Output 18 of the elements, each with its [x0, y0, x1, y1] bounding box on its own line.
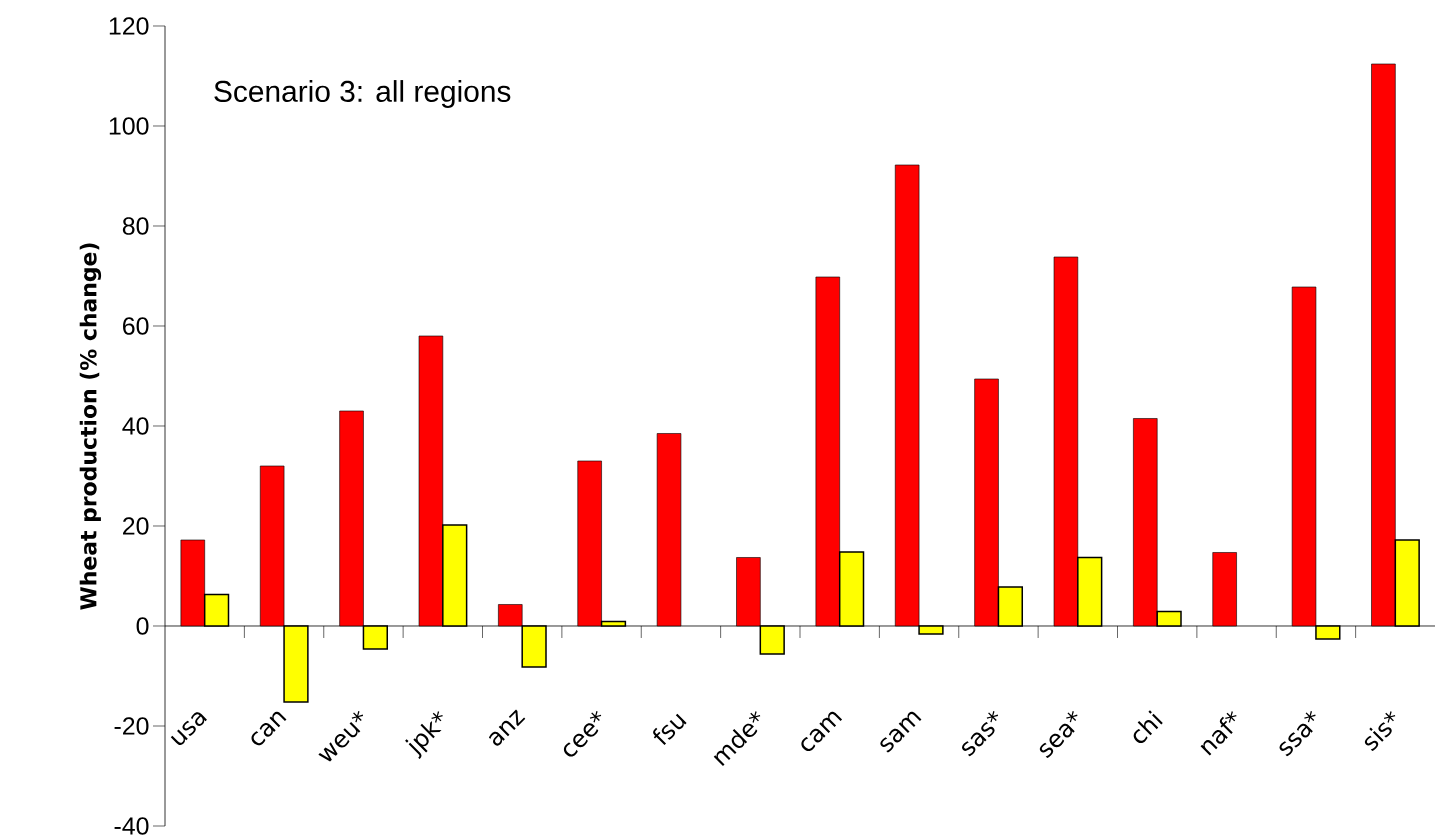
- y-tick-label: 0: [136, 617, 149, 635]
- y-axis-title: Wheat production (% change): [79, 243, 102, 610]
- x-tick-label: anz: [488, 709, 526, 746]
- y-tick-label: -20: [114, 717, 149, 735]
- y-tick-label: 120: [109, 17, 149, 35]
- y-tick-label: 40: [122, 417, 149, 435]
- x-tick-label: fsu: [653, 713, 687, 746]
- y-tick-label: -40: [114, 817, 149, 835]
- y-tick-label: 80: [122, 217, 149, 235]
- x-tick-label: usa: [170, 712, 207, 745]
- text: Scenario 3: all regions: [214, 80, 511, 108]
- x-tick-label: chi: [1133, 710, 1163, 743]
- x-tick-label: sis*: [1364, 711, 1396, 751]
- x-tick-label: cam: [801, 711, 843, 752]
- y-tick-label: 60: [123, 317, 149, 335]
- y-tick-label: 20: [123, 517, 149, 535]
- x-tick-label: can: [251, 711, 287, 746]
- y-tick-label: 100: [109, 117, 149, 135]
